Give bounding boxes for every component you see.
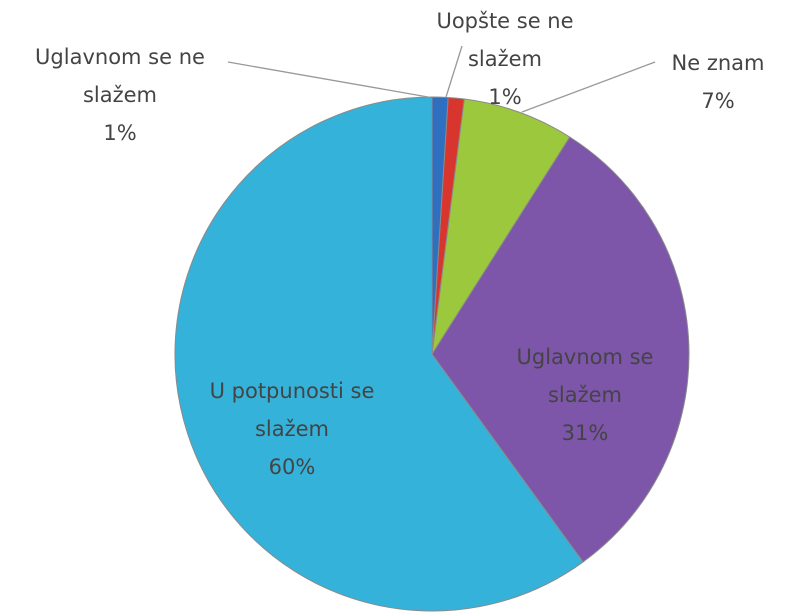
- value-label: 1%: [488, 85, 522, 109]
- leader-line: [521, 61, 656, 113]
- category-label: Ne znam: [671, 51, 765, 75]
- pie-slice: [174, 96, 584, 612]
- category-label: Uopšte se ne slažem: [436, 9, 574, 71]
- leader-line: [445, 45, 463, 98]
- value-label: 60%: [268, 455, 316, 479]
- pie-slice: [431, 96, 449, 355]
- value-label: 7%: [701, 89, 735, 113]
- category-label: Uglavnom se ne slažem: [35, 45, 205, 107]
- pie-slice: [431, 136, 690, 563]
- pie-slice: [431, 98, 571, 355]
- leader-line: [227, 61, 429, 98]
- slice-label: Ne znam 7%: [653, 44, 783, 120]
- value-label: 1%: [103, 121, 137, 145]
- category-label: U potpunosti se slažem: [209, 379, 375, 441]
- value-label: 31%: [561, 421, 609, 445]
- slice-label: Uglavnom se slažem 31%: [480, 338, 690, 452]
- category-label: Uglavnom se slažem: [516, 345, 654, 407]
- slice-label: U potpunosti se slažem 60%: [172, 372, 412, 486]
- slice-label: Uglavnom se ne slažem 1%: [5, 38, 235, 152]
- slice-label: Uopšte se ne slažem 1%: [420, 2, 590, 116]
- leader-lines: [227, 45, 656, 113]
